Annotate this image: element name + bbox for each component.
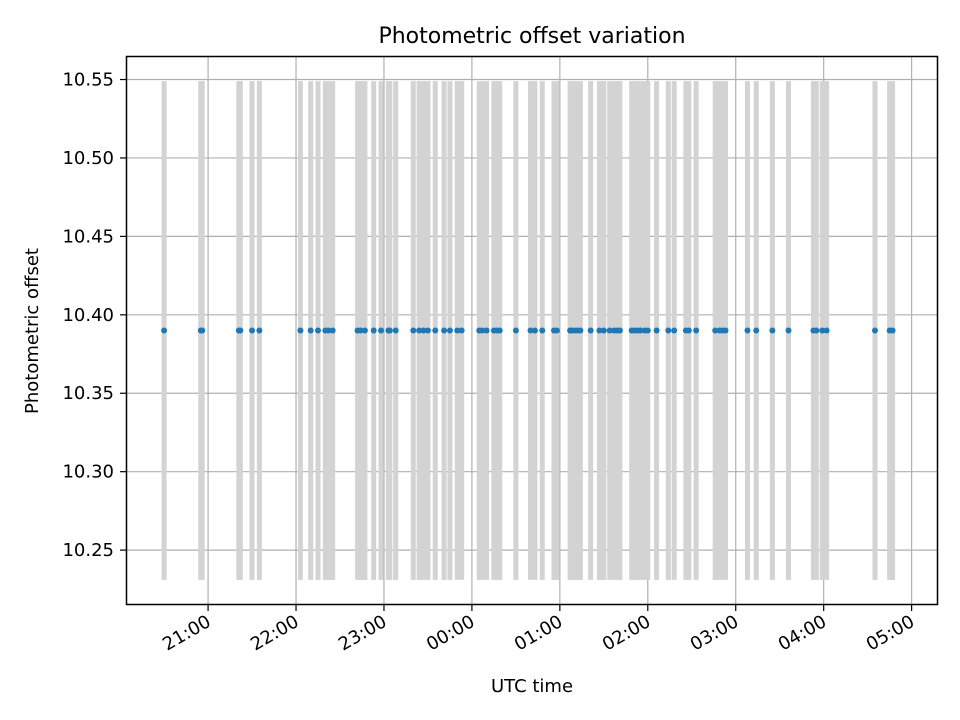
data-point <box>256 327 263 334</box>
y-tick-label: 10.35 <box>62 383 114 404</box>
data-point <box>889 327 896 334</box>
x-tick-label: 05:00 <box>863 611 918 655</box>
x-axis-label: UTC time <box>491 676 573 697</box>
data-point <box>577 327 584 334</box>
data-point <box>237 327 244 334</box>
y-tick-label: 10.45 <box>62 226 114 247</box>
data-point <box>671 327 678 334</box>
data-point <box>531 327 538 334</box>
x-tick-label: 01:00 <box>511 611 566 655</box>
y-tick-label: 10.50 <box>62 148 114 169</box>
data-point <box>441 327 448 334</box>
x-tick-label: 02:00 <box>599 611 654 655</box>
data-point <box>329 327 336 334</box>
x-tick-label: 04:00 <box>775 611 830 655</box>
y-tick-label: 10.30 <box>62 462 114 483</box>
y-axis-label: Photometric offset <box>22 248 43 414</box>
data-point <box>693 327 700 334</box>
data-point <box>249 327 256 334</box>
data-point <box>722 327 729 334</box>
y-axis-ticks: 10.25 10.30 10.35 10.40 10.45 10.50 10.55 <box>62 70 126 561</box>
data-point <box>161 327 168 334</box>
data-point <box>378 327 385 334</box>
y-tick-label: 10.40 <box>62 305 114 326</box>
data-point <box>483 327 490 334</box>
data-point <box>410 327 417 334</box>
data-point <box>420 327 427 334</box>
data-point <box>637 327 644 334</box>
data-point <box>370 327 377 334</box>
data-point <box>600 327 607 334</box>
data-point <box>454 327 461 334</box>
data-point <box>361 327 368 334</box>
data-point <box>297 327 304 334</box>
data-point <box>823 327 830 334</box>
data-point <box>527 327 534 334</box>
data-point <box>199 327 206 334</box>
y-tick-label: 10.25 <box>62 540 114 561</box>
data-point <box>432 327 439 334</box>
data-point <box>785 327 792 334</box>
data-point <box>539 327 546 334</box>
plot-area-frame <box>125 55 939 606</box>
chart-title: Photometric offset variation <box>378 24 685 49</box>
data-point <box>587 327 594 334</box>
x-tick-label: 21:00 <box>159 611 214 655</box>
x-axis-ticks: 21:00 22:00 23:00 00:00 01:00 02:00 03:00 04:00… <box>159 605 918 655</box>
data-point <box>392 327 399 334</box>
data-point <box>512 327 519 334</box>
x-tick-label: 22:00 <box>247 611 302 655</box>
data-point <box>819 327 826 334</box>
data-point <box>357 327 364 334</box>
data-point <box>606 327 613 334</box>
data-point <box>446 327 453 334</box>
data-point <box>496 327 503 334</box>
y-tick-label: 10.55 <box>62 70 114 91</box>
data-points <box>161 327 896 334</box>
data-point <box>458 327 465 334</box>
data-point <box>386 327 393 334</box>
data-point <box>325 327 332 334</box>
data-point <box>644 327 651 334</box>
data-point <box>416 327 423 334</box>
data-point <box>753 327 760 334</box>
data-point <box>553 327 560 334</box>
data-point <box>665 327 672 334</box>
data-point <box>712 327 719 334</box>
data-point <box>479 327 486 334</box>
data-point <box>307 327 314 334</box>
data-point <box>315 327 322 334</box>
data-point <box>871 327 878 334</box>
data-point <box>769 327 776 334</box>
data-point <box>616 327 623 334</box>
data-point <box>424 327 431 334</box>
x-tick-label: 03:00 <box>687 611 742 655</box>
x-tick-label: 00:00 <box>423 611 478 655</box>
x-tick-label: 23:00 <box>335 611 390 655</box>
data-point <box>653 327 660 334</box>
data-point <box>813 327 820 334</box>
data-point <box>596 327 603 334</box>
data-point <box>685 327 692 334</box>
data-point <box>744 327 751 334</box>
